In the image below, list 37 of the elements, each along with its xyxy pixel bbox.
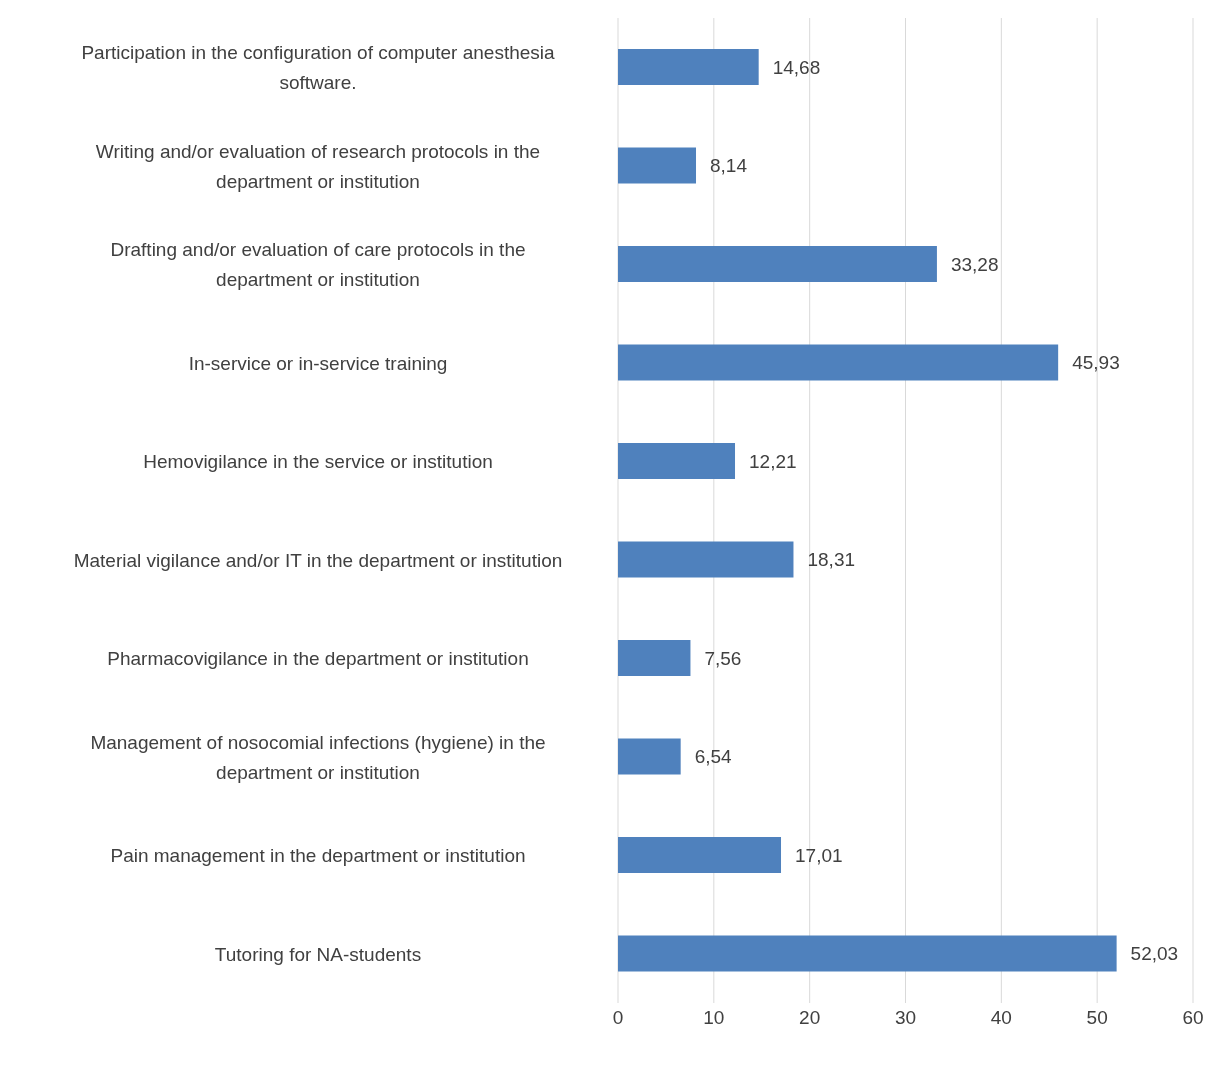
data-label: 17,01: [795, 844, 843, 866]
y-tick-label: Tutoring for NA-students: [214, 943, 422, 965]
data-label: 52,03: [1130, 943, 1179, 965]
bar: [618, 147, 697, 184]
y-tick-label: In-service or in-service training: [188, 352, 448, 374]
y-tick-label: Pain management in the department or institution: [110, 844, 526, 866]
y-tick-label: Hemovigilance in the service or institution: [143, 450, 493, 472]
data-label: 6,54: [694, 746, 733, 768]
bar: [618, 837, 782, 873]
data-label: 33,28: [950, 253, 999, 275]
bar: [618, 738, 681, 775]
x-tick-label: 10: [703, 1007, 725, 1029]
data-label: 7,56: [704, 647, 742, 669]
x-tick-label: 50: [1086, 1007, 1108, 1029]
bar: [618, 443, 736, 479]
data-label: 14,68: [772, 56, 821, 78]
bar: [618, 541, 794, 578]
bar: [618, 640, 691, 676]
x-tick-label: 30: [894, 1007, 917, 1029]
x-tick-label: 60: [1182, 1007, 1204, 1029]
bar: [618, 344, 1059, 381]
y-tick-label: Management of nosocomial infections (hygiene) in the department or institution: [90, 731, 546, 783]
bar: [618, 246, 937, 282]
data-label: 12,21: [749, 450, 797, 472]
y-tick-label: Pharmacovigilance in the department or institution: [107, 647, 529, 669]
data-label: 8,14: [710, 155, 748, 177]
bar: [618, 935, 1117, 972]
x-tick-label: 40: [990, 1007, 1012, 1029]
bar: [618, 49, 759, 85]
y-tick-label: Writing and/or evaluation of research protocols in the department or institution: [95, 140, 541, 192]
y-tick-label: Participation in the configuration of computer anesthesia software.: [81, 41, 556, 93]
data-label: 18,31: [807, 549, 856, 571]
data-label: 45,93: [1072, 352, 1120, 374]
y-tick-label: Drafting and/or evaluation of care protocols in the department or institution: [110, 238, 526, 290]
y-tick-label: Material vigilance and/or IT in the department or institution: [73, 549, 563, 571]
x-tick-label: 0: [612, 1007, 624, 1029]
x-tick-label: 20: [799, 1007, 821, 1029]
